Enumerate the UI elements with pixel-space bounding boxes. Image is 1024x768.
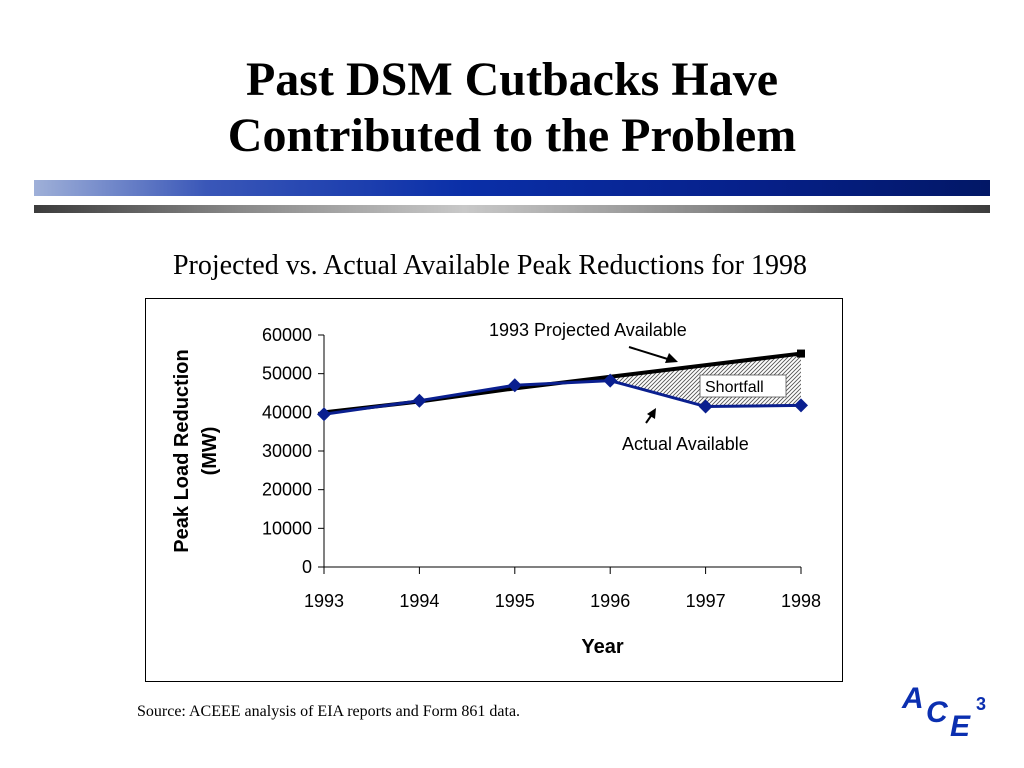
y-tick-label: 50000 xyxy=(262,364,312,384)
annotation-projected-arrowhead xyxy=(665,353,678,363)
y-tick-label: 60000 xyxy=(262,325,312,345)
y-tick-label: 20000 xyxy=(262,480,312,500)
y-axis-title-line-1: Peak Load Reduction xyxy=(171,349,193,552)
logo-superscript-3: 3 xyxy=(976,694,986,714)
y-axis-title-line-2: (MW) xyxy=(199,427,221,476)
source-note: Source: ACEEE analysis of EIA reports an… xyxy=(137,703,521,720)
x-tick-label: 1998 xyxy=(781,591,821,611)
title-underline-gray-bar xyxy=(34,205,990,213)
annotation-projected-arrow xyxy=(628,346,675,362)
slide-title: Past DSM Cutbacks Have Contributed to th… xyxy=(0,52,1024,164)
slide-title-line-1: Past DSM Cutbacks Have xyxy=(245,53,778,106)
logo-letter-a: A xyxy=(901,682,924,715)
slide-title-line-2: Contributed to the Problem xyxy=(227,109,797,162)
annotation-projected-label: 1993 Projected Available xyxy=(489,320,687,340)
title-underline-blue-bar xyxy=(34,180,990,196)
actual-series-marker xyxy=(412,393,427,408)
x-tick-label: 1993 xyxy=(304,591,344,611)
annotation-actual-label: Actual Available xyxy=(622,434,749,454)
x-tick-label: 1994 xyxy=(399,591,439,611)
actual-series-marker xyxy=(317,407,331,422)
y-tick-label: 40000 xyxy=(262,402,312,422)
y-tick-label: 0 xyxy=(302,557,312,577)
projected-series-marker xyxy=(797,349,805,358)
actual-series-marker xyxy=(794,398,808,413)
actual-series-marker xyxy=(698,399,713,414)
actual-series-marker xyxy=(603,373,618,388)
actual-series-marker xyxy=(507,378,522,393)
logo-letter-e: E xyxy=(950,710,971,742)
annotation-actual-arrowhead xyxy=(647,408,656,419)
annotation-shortfall-label: Shortfall xyxy=(705,379,764,396)
x-tick-label: 1995 xyxy=(495,591,535,611)
line-chart: 0 10000 20000 30000 40000 50000 60000 1993 1994 1… xyxy=(171,320,821,658)
actual-series-line xyxy=(323,379,802,416)
x-tick-label: 1996 xyxy=(590,591,630,611)
y-tick-label: 30000 xyxy=(262,441,312,461)
y-tick-label: 10000 xyxy=(262,518,312,538)
ace3-logo: A C E 3 xyxy=(901,682,986,742)
logo-letter-c: C xyxy=(926,696,949,729)
x-tick-label: 1997 xyxy=(686,591,726,611)
x-axis-title: Year xyxy=(581,636,623,658)
chart-subtitle: Projected vs. Actual Available Peak Redu… xyxy=(172,250,807,281)
chart-frame: 0 10000 20000 30000 40000 50000 60000 1993 1994 1… xyxy=(145,298,843,682)
shortfall-label-box xyxy=(699,374,787,398)
